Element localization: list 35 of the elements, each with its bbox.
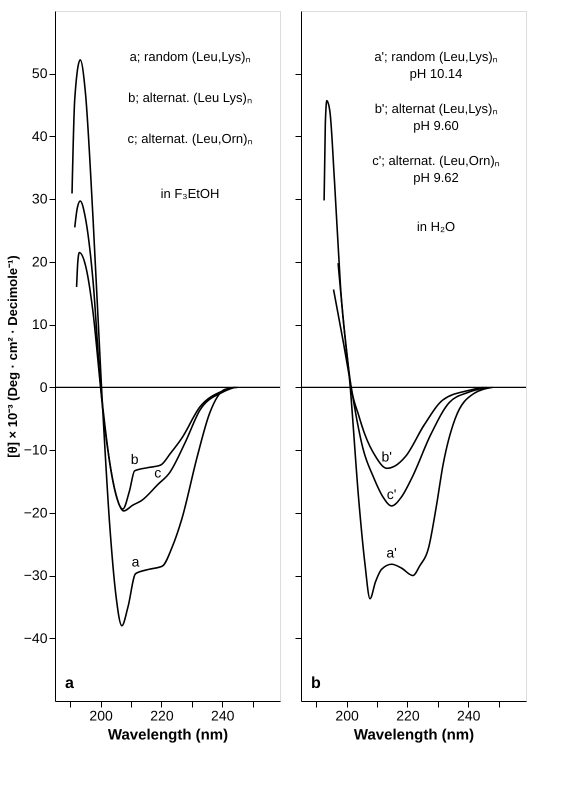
y-tick-label: −20 [24, 504, 48, 520]
y-axis-title: [θ] × 10⁻³ (Deg · cm² · Decimole⁻¹) [4, 255, 20, 458]
annotation: b' [382, 448, 392, 464]
x-axis-title: Wavelength (nm) [354, 726, 474, 744]
y-tick-label: 10 [32, 316, 48, 332]
annotation: b; alternat. (Leu Lys)ₙ [128, 90, 252, 105]
y-tick-label: 40 [32, 128, 48, 144]
x-tick-label: 240 [211, 708, 235, 724]
y-tick-label: −40 [24, 630, 48, 646]
y-tick-label: 0 [40, 378, 48, 395]
annotation: a' [386, 544, 397, 560]
annotation: in F₃EtOH [160, 186, 220, 201]
annotation: a'; random (Leu,Lys)ₙ pH 10.14 [374, 49, 498, 81]
y-tick-label: 50 [32, 65, 48, 82]
annotation: in H₂O [416, 219, 456, 234]
y-tick-label: 30 [32, 190, 48, 207]
x-axis-title: Wavelength (nm) [108, 726, 228, 744]
x-tick-label: 200 [335, 708, 359, 724]
y-tick-label: −10 [24, 442, 48, 458]
annotation: c; alternat. (Leu,Orn)ₙ [128, 131, 252, 146]
x-tick-label: 240 [457, 708, 481, 724]
x-tick-label: 200 [89, 708, 113, 724]
annotation: c' [386, 486, 396, 502]
annotation: c'; alternat. (Leu,Orn)ₙ pH 9.62 [372, 153, 500, 185]
annotation: b'; alternat (Leu,Lys)ₙ pH 9.60 [374, 101, 498, 133]
y-tick-label: −30 [24, 567, 48, 584]
annotation: b [130, 450, 139, 467]
y-tick-label: 20 [32, 253, 48, 270]
annotation: a; random (Leu,Lys)ₙ [130, 49, 250, 64]
x-tick-label: 220 [150, 708, 174, 724]
annotation: b [311, 675, 321, 692]
x-tick-label: 220 [396, 708, 420, 724]
annotation: a [65, 675, 74, 692]
annotation: a [132, 554, 140, 570]
annotation: c [154, 464, 162, 481]
